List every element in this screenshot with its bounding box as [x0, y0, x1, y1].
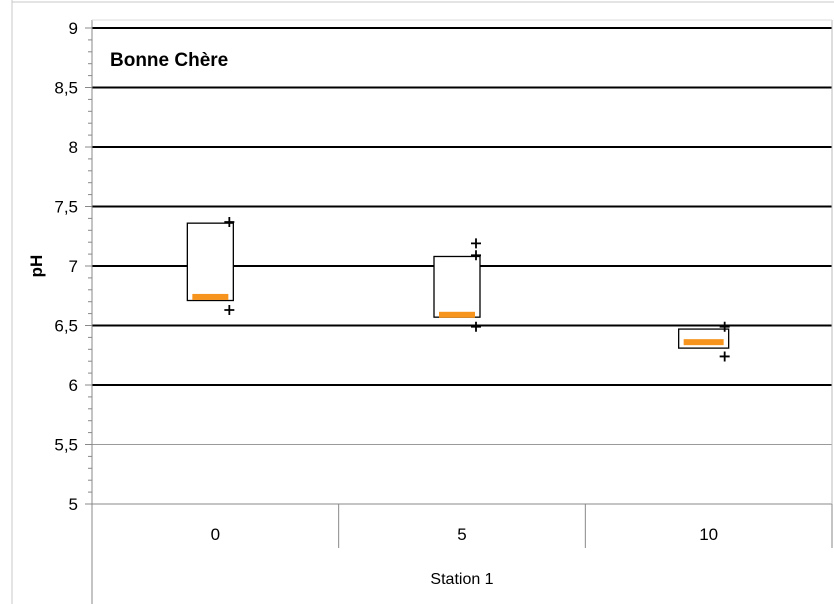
outlier-marker-1-0: [471, 238, 481, 249]
y-axis-label: pH: [27, 255, 46, 278]
outlier-marker-2-1: [719, 351, 730, 362]
boxes: [186, 216, 730, 362]
y-tick-label-6: 8: [69, 138, 78, 157]
x-axis: 0 5 10: [211, 504, 833, 548]
y-axis: 5 5,5 6 6,5 7 7,5 8 8,5 9: [54, 19, 92, 514]
outlier-marker-1-1: [471, 250, 481, 261]
box-2: [678, 328, 730, 349]
y-tick-label-8: 9: [69, 19, 78, 38]
box-0: [186, 222, 234, 302]
y-tick-label-1: 5,5: [54, 436, 78, 455]
outlier-marker-0-1: [224, 305, 235, 316]
y-tick-label-3: 6,5: [54, 317, 78, 336]
outlier-marker-2-0: [719, 321, 730, 332]
x-tick-label-0: 0: [211, 525, 220, 544]
y-tick-label-0: 5: [69, 495, 78, 514]
y-tick-label-7: 8,5: [54, 79, 78, 98]
x-tick-label-2: 10: [699, 525, 718, 544]
median-bar-2: [683, 339, 724, 346]
box-1: [433, 255, 481, 318]
y-tick-label-5: 7,5: [54, 198, 78, 217]
median-bar-1: [439, 311, 475, 318]
x-tick-label-1: 5: [457, 525, 466, 544]
chart-title: Bonne Chère: [110, 50, 228, 71]
median-bar-0: [192, 293, 229, 300]
outlier-marker-1-2: [471, 321, 481, 332]
y-tick-label-2: 6: [69, 376, 78, 395]
outlier-marker-0-0: [224, 216, 235, 227]
y-tick-label-4: 7: [69, 257, 78, 276]
plot-frame: [11, 0, 834, 604]
x-axis-label: Station 1: [430, 571, 493, 588]
